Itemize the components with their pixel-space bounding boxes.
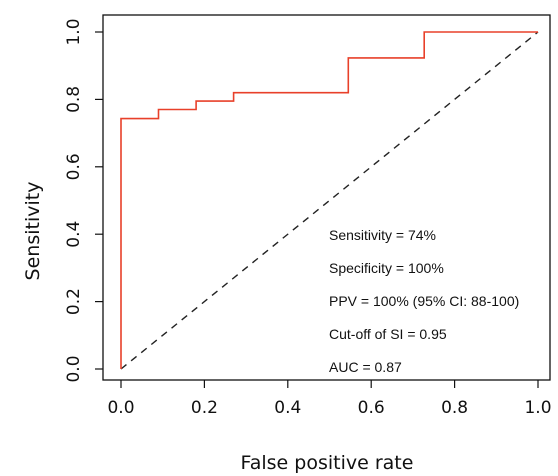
roc-curve	[120, 31, 538, 369]
x-tick-label: 0.4	[274, 398, 301, 418]
y-tick-label: 0.6	[64, 153, 84, 180]
y-tick-label: 1.0	[64, 18, 84, 45]
y-tick-label: 0.8	[64, 86, 84, 113]
x-tick-label: 0.8	[441, 398, 468, 418]
reference-diagonal-line	[120, 31, 539, 370]
x-tick-label: 1.0	[524, 398, 551, 418]
y-axis-title: Sensitivity	[22, 182, 44, 281]
tick-group: 0.0 0.2 0.4 0.6 0.8 1.0 0.0 0.2 0.4 0.6 0.8 1.0	[64, 18, 552, 418]
annotation-text: Cut-off of SI = 0.95	[329, 326, 447, 342]
y-tick-label: 0.4	[64, 221, 84, 248]
x-tick-label: 0.2	[191, 398, 218, 418]
annotation-text: PPV = 100% (95% CI: 88-100)	[329, 293, 519, 309]
annotation-text: AUC = 0.87	[329, 359, 402, 375]
x-tick-label: 0.0	[107, 398, 134, 418]
x-axis-title: False positive rate	[241, 452, 414, 474]
annotation-group: Sensitivity = 74% Specificity = 100% PPV =…	[329, 227, 519, 375]
annotation-text: Specificity = 100%	[329, 260, 444, 276]
y-tick-label: 0.0	[64, 355, 84, 382]
plot-frame	[102, 14, 551, 381]
y-tick-label: 0.2	[64, 288, 84, 315]
annotation-text: Sensitivity = 74%	[329, 227, 436, 243]
x-tick-label: 0.6	[358, 398, 385, 418]
